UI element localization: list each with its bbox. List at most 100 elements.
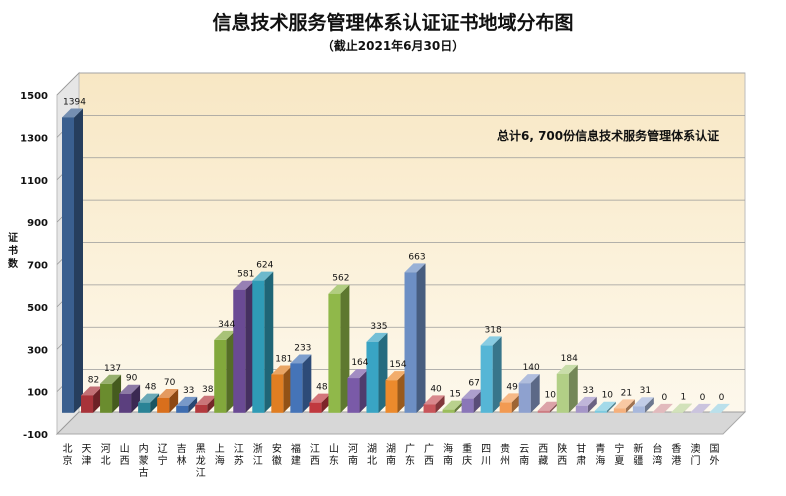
bar bbox=[62, 108, 83, 413]
y-tick-label: 700 bbox=[27, 261, 48, 272]
bar-side bbox=[397, 371, 407, 413]
data-label: 154 bbox=[389, 360, 406, 370]
bar-front bbox=[518, 383, 531, 413]
bar-front bbox=[423, 404, 436, 413]
bar bbox=[537, 401, 559, 413]
data-label: 10 bbox=[544, 391, 556, 401]
data-label: 48 bbox=[145, 383, 157, 393]
x-tick-label: 黑龙江 bbox=[196, 443, 206, 479]
bar-top bbox=[214, 330, 236, 340]
floor bbox=[55, 411, 747, 435]
bar-front bbox=[347, 378, 360, 413]
bar-top bbox=[62, 108, 83, 118]
x-tick-label: 河南 bbox=[348, 443, 358, 467]
bar bbox=[328, 284, 350, 413]
bar-front bbox=[366, 341, 379, 413]
bar-side bbox=[321, 393, 331, 413]
bar bbox=[309, 393, 331, 413]
data-label: 581 bbox=[237, 270, 254, 280]
bar-top bbox=[594, 401, 616, 411]
bar bbox=[708, 403, 730, 413]
x-tick-label: 四川 bbox=[481, 444, 491, 467]
bar bbox=[689, 403, 711, 413]
bar-front bbox=[309, 402, 322, 413]
bar-top bbox=[556, 364, 578, 374]
bar bbox=[613, 399, 635, 413]
data-label: 344 bbox=[218, 320, 235, 330]
x-tick-label: 广西 bbox=[424, 443, 434, 467]
data-label: 184 bbox=[561, 354, 578, 364]
data-label: 181 bbox=[275, 354, 292, 364]
y-tick-label: 1300 bbox=[20, 133, 48, 144]
x-tick-label: 辽宁 bbox=[158, 443, 168, 467]
data-label: 0 bbox=[719, 393, 725, 403]
bar-top bbox=[423, 395, 445, 405]
bar-top bbox=[651, 403, 673, 413]
x-tick-label: 西藏 bbox=[538, 444, 548, 467]
bar-front bbox=[271, 374, 284, 413]
bar bbox=[651, 403, 673, 413]
x-tick-label: 江苏 bbox=[234, 443, 244, 467]
bar-front bbox=[575, 405, 588, 413]
data-label: 49 bbox=[506, 382, 518, 392]
data-label: 0 bbox=[700, 393, 706, 403]
x-tick-label: 河北 bbox=[101, 443, 111, 467]
y-tick-label: 300 bbox=[27, 345, 48, 356]
bar-side bbox=[625, 399, 635, 413]
x-tick-label: 山东 bbox=[329, 443, 339, 467]
bar-side bbox=[283, 365, 293, 413]
bar-top bbox=[404, 263, 426, 273]
bar-side bbox=[74, 108, 83, 413]
chart-title: 信息技术服务管理体系认证证书地域分布图 bbox=[212, 12, 574, 34]
data-label: 33 bbox=[183, 386, 194, 396]
bar-top bbox=[366, 332, 388, 342]
bar bbox=[138, 393, 160, 413]
x-tick-label: 新疆 bbox=[633, 442, 643, 467]
bar-side bbox=[549, 401, 559, 413]
bar bbox=[290, 354, 312, 413]
bar bbox=[499, 393, 521, 413]
bar-top bbox=[385, 371, 407, 381]
bar-front bbox=[499, 402, 512, 413]
bar bbox=[195, 395, 217, 413]
bar-side bbox=[302, 354, 312, 413]
data-label: 15 bbox=[449, 390, 460, 400]
bar bbox=[556, 364, 578, 413]
data-label: 10 bbox=[602, 391, 614, 401]
bar bbox=[214, 330, 236, 413]
x-tick-label: 湖南 bbox=[386, 443, 396, 467]
x-tick-label: 广东 bbox=[405, 443, 415, 467]
data-label: 48 bbox=[316, 383, 328, 393]
bar bbox=[575, 396, 597, 413]
data-label: 164 bbox=[351, 358, 368, 368]
bar bbox=[442, 400, 464, 413]
x-axis-ticks: 北京天津河北山西内蒙古辽宁吉林黑龙江上海江苏浙江安徽福建江西山东河南湖北湖南广东… bbox=[63, 442, 720, 479]
x-tick-label: 天津 bbox=[82, 444, 92, 467]
y-tick-label: 1500 bbox=[20, 91, 48, 102]
data-label: 38 bbox=[202, 385, 214, 395]
data-label: 663 bbox=[408, 252, 425, 262]
bar-side bbox=[112, 374, 122, 413]
bar bbox=[632, 397, 654, 413]
bar-front bbox=[195, 404, 208, 413]
bar-top bbox=[347, 369, 369, 379]
bar bbox=[271, 365, 293, 413]
bar-top bbox=[480, 336, 502, 346]
data-label: 233 bbox=[294, 343, 311, 353]
bar-top bbox=[233, 280, 255, 290]
x-tick-label: 重庆 bbox=[462, 442, 472, 467]
data-label: 140 bbox=[523, 363, 540, 373]
bar-front bbox=[100, 383, 113, 413]
bar-front bbox=[233, 289, 246, 413]
bar-top bbox=[328, 284, 350, 294]
bar bbox=[81, 386, 103, 413]
bar-top bbox=[271, 365, 293, 375]
bar bbox=[594, 401, 616, 413]
x-tick-label: 江西 bbox=[310, 443, 320, 467]
bar-side bbox=[606, 401, 616, 413]
data-label: 67 bbox=[468, 379, 479, 389]
bar bbox=[157, 388, 179, 413]
data-label: 82 bbox=[88, 375, 99, 385]
